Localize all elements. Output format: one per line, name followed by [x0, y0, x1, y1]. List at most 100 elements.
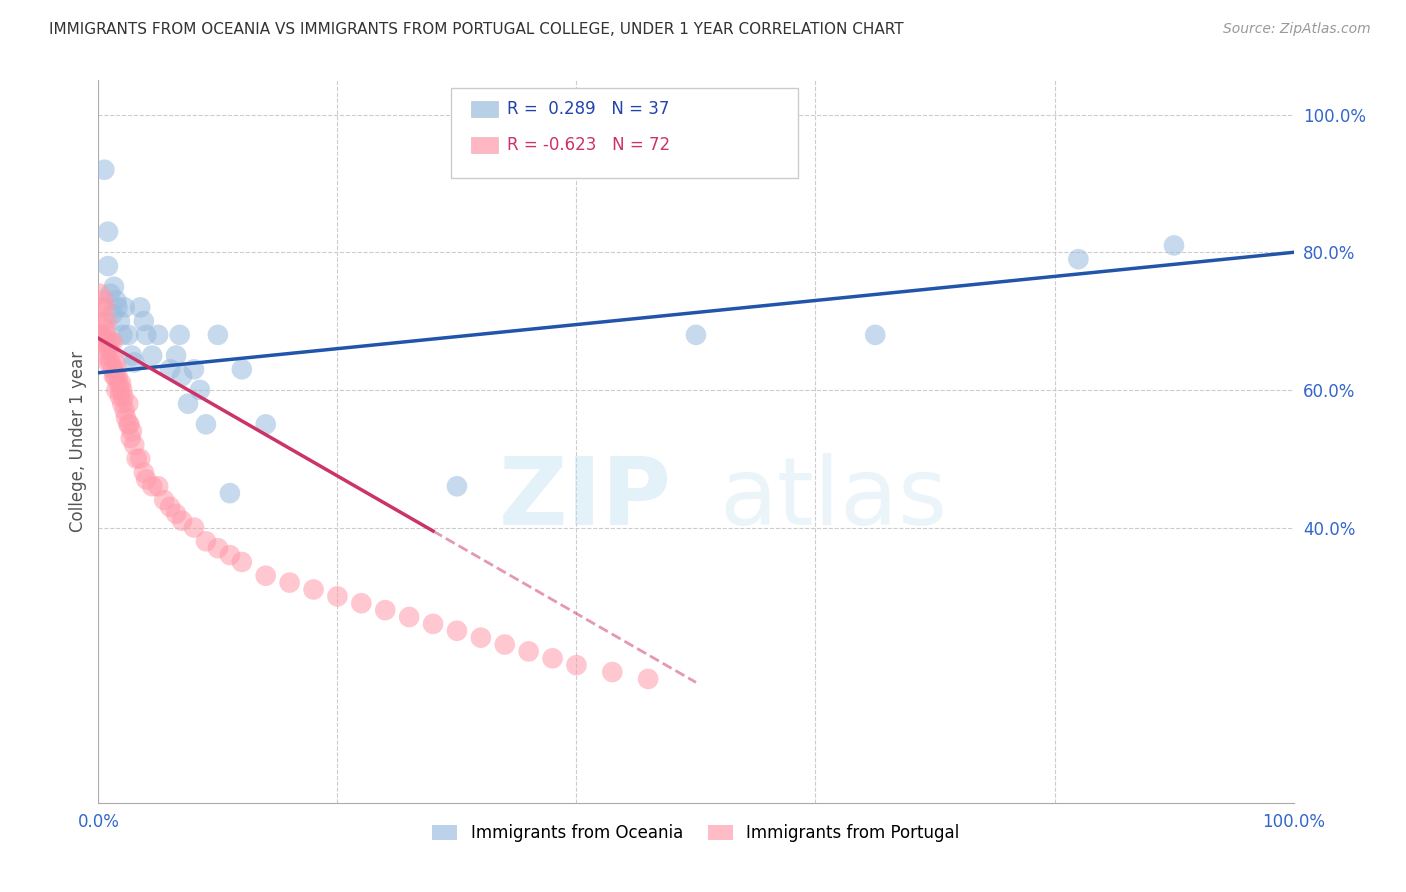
Point — [254, 568, 277, 582]
FancyBboxPatch shape — [451, 87, 797, 178]
Point — [446, 479, 468, 493]
Point — [105, 383, 128, 397]
Point — [91, 314, 114, 328]
Point — [129, 301, 152, 315]
Point — [207, 541, 229, 556]
Point — [104, 355, 127, 369]
Legend: Immigrants from Oceania, Immigrants from Portugal: Immigrants from Oceania, Immigrants from… — [426, 817, 966, 848]
Point — [94, 349, 117, 363]
Point — [93, 301, 115, 315]
Point — [541, 651, 564, 665]
Point — [183, 362, 205, 376]
Point — [124, 355, 146, 369]
Point — [91, 327, 114, 342]
Point — [1067, 252, 1090, 267]
Point — [148, 327, 170, 342]
Point — [97, 259, 120, 273]
Point — [108, 390, 131, 404]
Point — [135, 472, 157, 486]
Point — [177, 397, 200, 411]
Point — [446, 624, 468, 638]
Point — [124, 438, 146, 452]
Text: R =  0.289   N = 37: R = 0.289 N = 37 — [508, 100, 669, 118]
Point — [302, 582, 325, 597]
Point — [90, 301, 112, 315]
Point — [165, 507, 187, 521]
Point — [114, 403, 136, 417]
Point — [103, 279, 125, 293]
Point — [117, 417, 139, 432]
Point — [121, 424, 143, 438]
Point — [111, 327, 134, 342]
Point — [105, 362, 128, 376]
Point — [98, 334, 122, 349]
Point — [89, 327, 111, 342]
Point — [326, 590, 349, 604]
Point — [517, 644, 540, 658]
Text: Source: ZipAtlas.com: Source: ZipAtlas.com — [1223, 22, 1371, 37]
Point — [470, 631, 492, 645]
Point — [93, 162, 115, 177]
Point — [98, 355, 122, 369]
Point — [125, 451, 148, 466]
Point — [117, 397, 139, 411]
Point — [93, 321, 115, 335]
Point — [97, 355, 120, 369]
Point — [115, 410, 138, 425]
Point — [94, 327, 117, 342]
Point — [91, 334, 114, 349]
Point — [97, 225, 120, 239]
Point — [111, 383, 134, 397]
Point — [602, 665, 624, 679]
Point — [278, 575, 301, 590]
Point — [195, 417, 218, 432]
Point — [121, 349, 143, 363]
Point — [207, 327, 229, 342]
Point — [685, 327, 707, 342]
Point — [101, 362, 124, 376]
Point — [110, 376, 132, 390]
Point — [101, 334, 124, 349]
Point — [231, 362, 253, 376]
Point — [165, 349, 187, 363]
Point — [195, 534, 218, 549]
Point — [112, 390, 135, 404]
Point — [104, 369, 127, 384]
Point — [374, 603, 396, 617]
Y-axis label: College, Under 1 year: College, Under 1 year — [69, 351, 87, 533]
Point — [153, 493, 176, 508]
Point — [398, 610, 420, 624]
Point — [107, 369, 129, 384]
Point — [103, 369, 125, 384]
Point — [105, 293, 128, 308]
Point — [108, 383, 131, 397]
FancyBboxPatch shape — [471, 101, 498, 117]
Point — [108, 314, 131, 328]
Text: IMMIGRANTS FROM OCEANIA VS IMMIGRANTS FROM PORTUGAL COLLEGE, UNDER 1 YEAR CORREL: IMMIGRANTS FROM OCEANIA VS IMMIGRANTS FR… — [49, 22, 904, 37]
Point — [100, 349, 122, 363]
Point — [96, 314, 118, 328]
Point — [117, 327, 139, 342]
Point — [169, 327, 191, 342]
Text: ZIP: ZIP — [499, 453, 672, 545]
Point — [1163, 238, 1185, 252]
Point — [107, 301, 129, 315]
Point — [565, 658, 588, 673]
Point — [111, 397, 134, 411]
Point — [422, 616, 444, 631]
Point — [148, 479, 170, 493]
Point — [219, 486, 242, 500]
Point — [89, 286, 111, 301]
Point — [172, 514, 194, 528]
Point — [91, 293, 114, 308]
Point — [101, 307, 124, 321]
Point — [97, 334, 120, 349]
Point — [141, 349, 163, 363]
Point — [494, 638, 516, 652]
Point — [96, 342, 118, 356]
Point — [114, 301, 136, 315]
Point — [231, 555, 253, 569]
Point — [637, 672, 659, 686]
Point — [98, 342, 121, 356]
Point — [183, 520, 205, 534]
